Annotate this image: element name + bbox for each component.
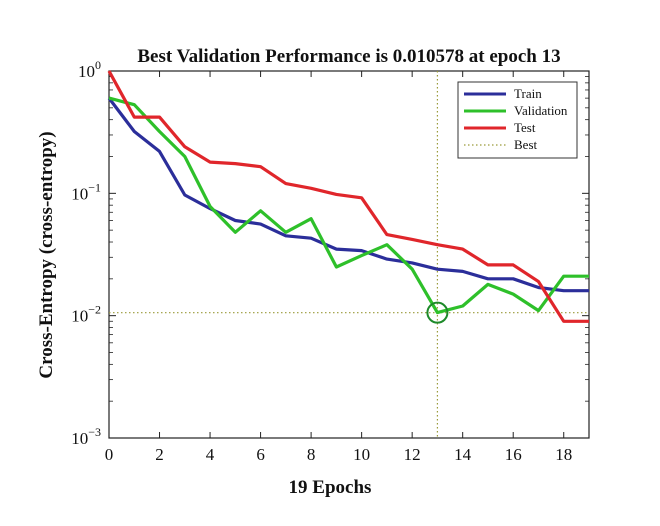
x-axis-label: 19 Epochs bbox=[289, 477, 372, 498]
x-tick-label: 4 bbox=[206, 445, 215, 464]
chart-title: Best Validation Performance is 0.010578 … bbox=[137, 46, 560, 67]
x-tick-label: 8 bbox=[307, 445, 316, 464]
y-tick-label: 10−3 bbox=[71, 425, 101, 448]
legend-label-validation: Validation bbox=[514, 103, 568, 118]
legend-label-test: Test bbox=[514, 120, 536, 135]
x-tick-label: 6 bbox=[256, 445, 265, 464]
x-tick-label: 18 bbox=[555, 445, 572, 464]
legend-label-best: Best bbox=[514, 137, 538, 152]
series-line-train bbox=[107, 97, 589, 293]
series-line-validation bbox=[108, 96, 589, 315]
x-tick-label: 10 bbox=[353, 445, 370, 464]
legend-label-train: Train bbox=[514, 86, 542, 101]
x-tick-label: 12 bbox=[404, 445, 421, 464]
y-axis-label: Cross-Entropy (cross-entropy) bbox=[36, 131, 57, 378]
x-tick-label: 16 bbox=[505, 445, 522, 464]
x-tick-label: 2 bbox=[155, 445, 164, 464]
y-tick-label: 10−1 bbox=[71, 180, 101, 203]
x-tick-label: 0 bbox=[105, 445, 114, 464]
y-tick-label: 100 bbox=[78, 58, 101, 81]
series-line-test bbox=[107, 70, 589, 323]
y-tick-label: 10−2 bbox=[71, 303, 101, 326]
best-marker bbox=[426, 301, 449, 324]
x-tick-label: 14 bbox=[454, 445, 472, 464]
